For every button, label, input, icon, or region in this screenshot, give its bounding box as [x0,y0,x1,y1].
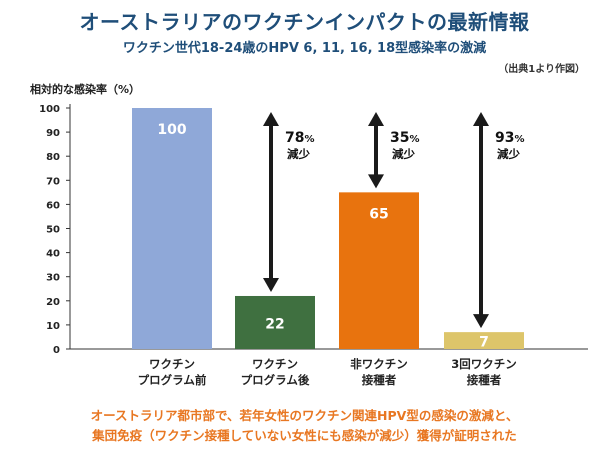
x-category-label: ワクチン [252,357,298,371]
y-tick-label: 70 [46,176,60,187]
reduction-note-label: 減少 [287,147,310,161]
x-category-label: 非ワクチン [350,357,408,371]
y-tick-label: 80 [46,152,60,163]
y-tick-label: 40 [46,249,60,260]
x-category-label: プログラム後 [241,373,310,387]
bar-value-label: 22 [265,316,284,332]
y-tick-label: 0 [53,345,60,356]
chart-container: 相対的な感染率（%） 0 10 20 30 40 50 60 70 80 90 100 100 ワクチンプ… [0,78,609,407]
y-tick-label: 30 [46,273,60,284]
reduction-percent-label: 93% [495,130,525,146]
x-category-label: 接種者 [467,373,502,387]
reduction-percent-label: 35% [390,130,420,146]
y-tick-label: 60 [46,200,60,211]
reduction-percent-unit: % [409,134,419,145]
page-title: オーストラリアのワクチンインパクトの最新情報 [79,10,530,34]
bar-3 [339,192,419,349]
y-tick-label: 50 [46,225,60,236]
y-axis-label: 相対的な感染率（%） [30,82,140,96]
y-tick-label: 10 [46,321,60,332]
bar-value-label: 7 [479,335,489,351]
reduction-arrow-head-bottom [263,277,279,292]
footer-line-1: オーストラリア都市部で、若年女性のワクチン関連HPV型の感染の激減と、 [90,408,519,423]
reduction-arrow-head-top [368,112,384,126]
reduction-note-label: 減少 [497,147,520,161]
x-category-label: プログラム前 [138,373,207,387]
footer-note: オーストラリア都市部で、若年女性のワクチン関連HPV型の感染の激減と、 集団免疫… [0,406,609,446]
x-category-label: 3回ワクチン [451,357,517,371]
x-category-label: ワクチン [149,357,195,371]
reduction-percent-unit: % [514,134,524,145]
bar-2 [235,295,315,349]
y-tick-label: 90 [46,128,60,139]
bar-value-label: 65 [369,206,388,222]
source-note: （出典1より作図） [498,64,585,75]
reduction-percent-value: 35 [390,130,409,146]
bar-4 [444,332,524,349]
page-subtitle: ワクチン世代18-24歳のHPV 6, 11, 16, 18型感染率の激減 [122,41,487,56]
bar-chart: 相対的な感染率（%） 0 10 20 30 40 50 60 70 80 90 100 100 ワクチンプ… [30,82,588,387]
y-tick-label: 20 [46,297,60,308]
reduction-percent-value: 93 [495,130,514,146]
reduction-percent-label: 78% [285,130,315,146]
footer-line-2: 集団免疫（ワクチン接種していない女性にも感染が減少）獲得が証明された [92,428,517,443]
reduction-percent-unit: % [304,134,314,145]
reduction-arrow-head-top [263,112,279,126]
bar-1 [132,108,212,349]
x-category-label: 接種者 [362,373,397,387]
reduction-arrow-head-top [473,112,489,126]
reduction-arrow-head-bottom [368,174,384,189]
bar-value-label: 100 [157,122,186,138]
reduction-note-label: 減少 [392,147,415,161]
reduction-percent-value: 78 [285,130,304,146]
y-tick-label: 100 [39,104,60,115]
reduction-arrow-head-bottom [473,314,489,329]
